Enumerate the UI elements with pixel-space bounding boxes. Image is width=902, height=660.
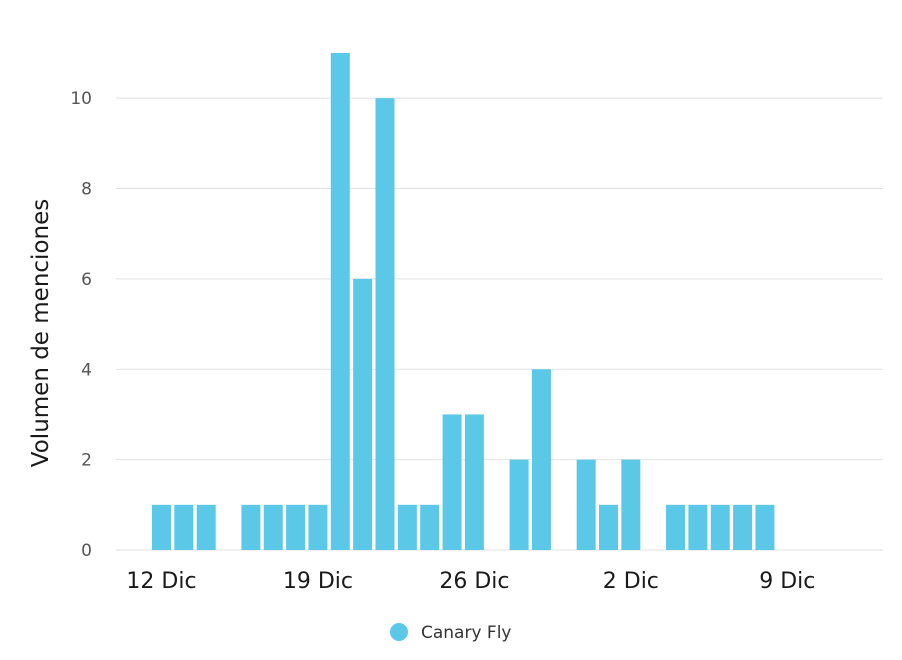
bar[interactable] [599,504,618,550]
y-tick-label: 0 [81,541,92,561]
x-tick-label: 9 Dic [759,569,815,594]
bar[interactable] [442,414,462,550]
x-tick-label: 19 Dic [283,569,353,594]
y-tick-label: 10 [70,89,92,109]
bar[interactable] [710,504,730,550]
bar[interactable] [621,459,641,550]
bar[interactable] [286,504,306,550]
y-tick-label: 6 [81,270,92,290]
x-tick-label: 2 Dic [603,569,659,594]
y-tick-label: 8 [81,180,92,200]
bar[interactable] [420,504,440,550]
y-tick-label: 2 [81,451,92,471]
bar[interactable] [308,504,328,550]
legend-label-canary-fly: Canary Fly [421,623,512,643]
x-tick-label: 12 Dic [126,569,196,594]
x-axis-ticks: 12 Dic 19 Dic 26 Dic 2 Dic 9 Dic [126,569,815,594]
bar[interactable] [666,504,686,550]
legend-swatch-canary-fly [390,623,408,641]
bar[interactable] [464,414,484,550]
bar[interactable] [531,369,551,550]
bar[interactable] [755,504,775,550]
bar[interactable] [152,504,171,550]
bar[interactable] [733,504,753,550]
bar[interactable] [375,98,395,550]
bar[interactable] [688,504,708,550]
bar[interactable] [397,504,417,550]
bar[interactable] [330,53,350,550]
bar[interactable] [576,459,596,550]
gridlines [116,97,883,551]
y-axis-ticks: 0 2 4 6 8 10 [70,89,92,561]
bar[interactable] [241,504,261,550]
bar[interactable] [174,504,194,550]
legend[interactable]: Canary Fly [390,623,512,643]
bar[interactable] [353,278,373,550]
bar[interactable] [509,459,529,550]
bar[interactable] [196,504,216,550]
x-tick-label: 26 Dic [439,569,509,594]
bars [152,53,775,550]
y-axis-label: Volumen de menciones [28,199,54,467]
y-tick-label: 4 [81,360,92,380]
bar[interactable] [263,504,283,550]
